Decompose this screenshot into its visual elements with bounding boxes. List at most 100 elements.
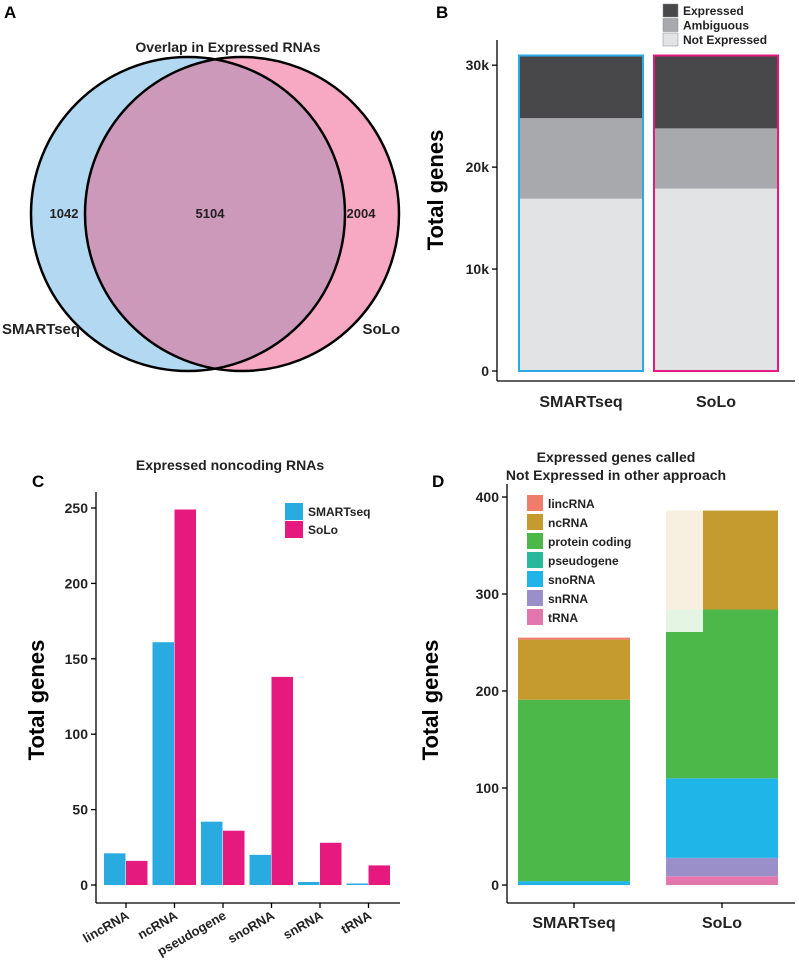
panel-c-ytick-label: 0 — [80, 877, 88, 893]
bar-solo-not-expressed — [654, 188, 778, 371]
panel-d-xtick-label: SMARTseq — [532, 915, 615, 932]
panel-d-ytick-label: 300 — [476, 586, 500, 602]
panel-d-ytick-label: 0 — [491, 877, 499, 893]
bar-trna-solo — [368, 865, 390, 885]
legend-swatch-ncrna — [527, 514, 543, 530]
legend-label-ncrna: ncRNA — [548, 516, 588, 530]
bar-smartseq-ambiguous — [519, 118, 643, 199]
venn-count-solo-only: 2004 — [347, 206, 377, 221]
bar-snrna-smartseq — [298, 881, 320, 885]
bar-solo-expressed — [654, 55, 778, 129]
legend-swatch-snrna — [527, 590, 543, 606]
legend-swatch-trna — [527, 609, 543, 625]
legend-swatch-not-expressed — [662, 32, 679, 47]
bar-snorna-solo — [271, 676, 293, 885]
legend-label-pseudogene: pseudogene — [548, 554, 619, 568]
bar-ncrna-smartseq — [152, 642, 174, 885]
bar-pseudogene-solo — [223, 830, 245, 885]
legend-swatch-ambiguous — [662, 18, 679, 32]
legend-swatch-pseudogene — [527, 552, 543, 568]
panel-c-xtick-label: snoRNA — [225, 907, 277, 946]
panel-c-grouped-bar: Expressed noncoding RNAs 0 50 100 150 200 250 T… — [24, 457, 400, 959]
panel-a-venn: Overlap in Expressed RNAs 1042 5104 2004 SMA… — [2, 39, 401, 373]
bar-smartseq-lincrna — [518, 637, 630, 640]
venn-count-smartseq-only: 1042 — [50, 206, 79, 221]
venn-label-smartseq: SMARTseq — [2, 321, 80, 338]
legend-label-ambiguous: Ambiguous — [683, 19, 749, 33]
legend-swatch-solo — [285, 521, 303, 538]
panel-c-ytick-label: 150 — [65, 651, 89, 667]
bar-smartseq-not-expressed — [519, 198, 643, 371]
legend-label-snrna: snRNA — [548, 592, 588, 606]
panel-d-title-line: Expressed genes called — [537, 449, 696, 465]
bar-outline-solo — [653, 54, 779, 373]
panel-d-y-axis-title: Total genes — [418, 640, 443, 761]
panel-d-legend-background — [523, 492, 703, 632]
venn-outline-smartseq — [29, 55, 347, 373]
legend-label-lincrna: lincRNA — [548, 497, 595, 511]
bar-solo-snorna — [666, 778, 778, 858]
legend-swatch-lincrna — [527, 495, 543, 511]
bar-smartseq-ncrna — [518, 639, 630, 700]
panel-b-ytick-label: 10k — [466, 261, 490, 277]
bar-ncrna-solo — [174, 509, 196, 885]
panel-letter-d: D — [432, 472, 444, 491]
panel-letter-b: B — [436, 3, 448, 22]
legend-label-solo: SoLo — [308, 523, 338, 537]
bar-smartseq-expressed — [519, 55, 643, 119]
panel-d-stacked-bar: Expressed genes called Not Expressed in o… — [418, 449, 795, 932]
panel-c-xtick-label: tRNA — [338, 907, 374, 937]
panel-d-xtick-label: SoLo — [702, 915, 742, 932]
panel-a-title: Overlap in Expressed RNAs — [135, 39, 320, 55]
panel-c-ytick-label: 100 — [65, 726, 89, 742]
bar-snrna-solo — [320, 842, 342, 885]
legend-swatch-snorna — [527, 571, 543, 587]
panel-letter-a: A — [4, 3, 16, 22]
panel-b-ytick-label: 0 — [481, 363, 489, 379]
venn-count-overlap: 5104 — [196, 206, 226, 221]
legend-swatch-smartseq — [285, 503, 303, 520]
legend-label-not-expressed: Not Expressed — [683, 33, 767, 47]
panel-c-xtick-label: lincRNA — [80, 907, 132, 946]
panel-c-ytick-label: 250 — [65, 500, 89, 516]
panel-d-ytick-label: 200 — [476, 683, 500, 699]
panel-b-stacked-bar: 0 10k 20k 30k Total genes SMARTseq SoLo Express… — [423, 3, 795, 411]
bar-smartseq-snorna — [518, 881, 630, 885]
legend-label-snorna: snoRNA — [548, 573, 596, 587]
panel-d-title-line: Not Expressed in other approach — [506, 467, 726, 483]
legend-label-expressed: Expressed — [683, 4, 744, 18]
panel-c-y-axis-title: Total genes — [24, 640, 49, 761]
legend-swatch-protein-coding — [527, 533, 543, 549]
bar-solo-protein-coding — [666, 609, 778, 779]
panel-b-ytick-label: 30k — [466, 57, 490, 73]
bar-lincrna-smartseq — [104, 853, 126, 885]
venn-outline-solo — [83, 55, 401, 373]
panel-d-ytick-label: 100 — [476, 780, 500, 796]
venn-overlap-region — [85, 57, 345, 371]
panel-c-xtick-label: snRNA — [280, 907, 326, 942]
bar-outline-smartseq — [518, 54, 644, 373]
bar-lincrna-solo — [126, 860, 148, 885]
bar-solo-ambiguous — [654, 128, 778, 189]
bar-trna-smartseq — [346, 883, 368, 885]
legend-label-smartseq: SMARTseq — [308, 505, 370, 519]
legend-label-trna: tRNA — [548, 611, 578, 625]
panel-c-ytick-label: 200 — [65, 575, 89, 591]
panel-b-xtick-label: SMARTseq — [539, 394, 622, 411]
panel-d-ytick-label: 400 — [476, 489, 500, 505]
legend-label-protein-coding: protein coding — [548, 535, 631, 549]
bar-snorna-smartseq — [249, 854, 271, 885]
panel-b-ytick-label: 20k — [466, 159, 490, 175]
venn-label-solo: SoLo — [363, 321, 401, 338]
panel-letter-c: C — [32, 472, 44, 491]
bar-pseudogene-smartseq — [201, 821, 223, 885]
bar-solo-snrna — [666, 857, 778, 877]
panel-c-ytick-label: 50 — [72, 802, 88, 818]
bar-solo-trna — [666, 876, 778, 885]
panel-c-title: Expressed noncoding RNAs — [136, 457, 324, 473]
panel-b-xtick-label: SoLo — [696, 394, 736, 411]
bar-smartseq-protein-coding — [518, 699, 630, 882]
legend-swatch-expressed — [662, 3, 679, 18]
panel-b-y-axis-title: Total genes — [423, 130, 448, 251]
